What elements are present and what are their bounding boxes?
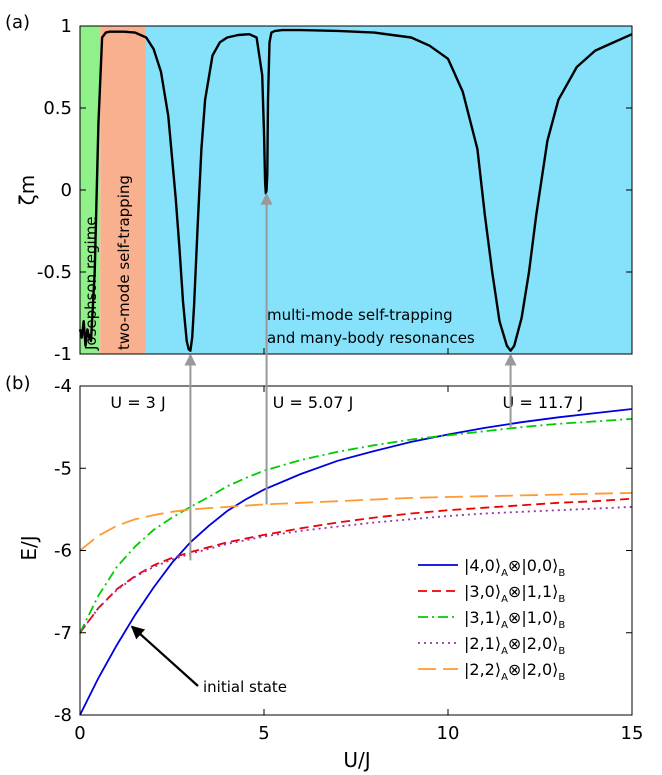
panel-a-label: (a) (5, 12, 30, 33)
panel-b-ticks: -8 -7 -6 -5 -4 0 5 10 15 (54, 376, 643, 744)
region-1 (100, 26, 146, 354)
ytick-label: -4 (54, 376, 72, 397)
energy-series-line-4 (79, 492, 633, 552)
xtick-label: 10 (437, 723, 460, 744)
legend-entry-2: |3,1⟩A⊗|1,0⟩B (464, 608, 565, 631)
ytick-label: -8 (54, 705, 72, 726)
panel-b-series (79, 408, 633, 716)
energy-series-line-1 (79, 497, 633, 634)
panel-b-xlabel: U/J (343, 748, 370, 772)
xtick-label: 0 (74, 723, 85, 744)
ytick-label: -7 (54, 623, 72, 644)
resonance-label-0: U = 3 J (110, 393, 165, 412)
xtick-label: 15 (621, 723, 644, 744)
panel-b-ylabel: E/J (17, 535, 41, 560)
legend: |4,0⟩A⊗|0,0⟩B |3,0⟩A⊗|1,1⟩B |3,1⟩A⊗|1,0⟩B |… (418, 556, 565, 683)
energy-series-line-3 (79, 506, 633, 634)
ytick-label: 0 (61, 180, 72, 201)
ytick-label: -6 (54, 541, 72, 562)
legend-entry-0: |4,0⟩A⊗|0,0⟩B (464, 556, 565, 579)
ytick-label: -0.5 (37, 262, 72, 283)
region-label-multi-mode: multi-mode self-trapping (267, 306, 453, 324)
panel-a-series (78, 28, 633, 352)
resonance-arrows (184, 192, 517, 561)
regime-regions (80, 26, 632, 354)
legend-entry-3: |2,1⟩A⊗|2,0⟩B (464, 634, 565, 657)
region-label-two-mode: two-mode self-trapping (115, 175, 133, 350)
ytick-label: -1 (54, 344, 72, 365)
resonance-label-1: U = 5.07 J (273, 393, 354, 412)
ytick-label: 0.5 (43, 98, 72, 119)
annotations: U = 3 J U = 5.07 J U = 11.7 J initial state (110, 393, 583, 696)
zeta-series-line (78, 28, 633, 352)
legend-entry-4: |2,2⟩A⊗|2,0⟩B (464, 660, 565, 683)
panel-b: -8 -7 -6 -5 -4 0 5 10 15 (b) U/J E/J |4,0⟩A⊗|0,0… (5, 373, 643, 772)
panel-b-background (80, 386, 632, 715)
energy-series-line-2 (79, 418, 633, 634)
energy-series-line-0 (79, 408, 633, 716)
legend-entry-1: |3,0⟩A⊗|1,1⟩B (464, 582, 565, 605)
region-label-josephson: Josephson regime (82, 216, 100, 351)
panel-a-ylabel: ζm (15, 175, 39, 205)
panel-b-label: (b) (5, 373, 30, 394)
panel-a: -1 -0.5 0 0.5 1 (a) ζm Josephson regime two-… (5, 12, 633, 365)
initial-state-arrow (130, 625, 199, 687)
region-label-many-body: and many-body resonances (267, 329, 475, 347)
ytick-label: 1 (61, 16, 72, 37)
resonance-label-2: U = 11.7 J (503, 393, 584, 412)
panel-a-ticks: -1 -0.5 0 0.5 1 (37, 16, 633, 365)
xtick-label: 5 (258, 723, 269, 744)
ytick-label: -5 (54, 458, 72, 479)
initial-state-label: initial state (203, 678, 287, 696)
region-2 (145, 26, 632, 354)
